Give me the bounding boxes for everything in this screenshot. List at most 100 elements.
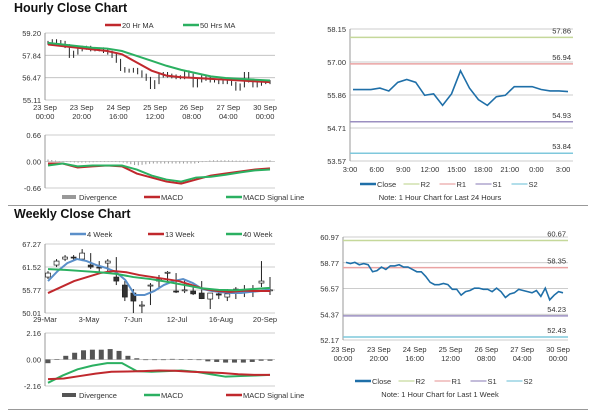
legend-label-close: Close — [377, 180, 396, 189]
level-label: 60.67 — [547, 230, 566, 239]
weekly-chart-title: Weekly Close Chart — [14, 207, 131, 221]
divergence-bar — [205, 161, 207, 162]
candle-body — [79, 252, 86, 260]
divergence-bar — [134, 161, 136, 166]
level-label: 58.35 — [547, 257, 566, 266]
level-label: 53.84 — [552, 142, 571, 151]
divergence-bar — [111, 161, 113, 162]
series-line-macd-signal-line — [47, 162, 271, 183]
divergence-bar — [89, 349, 95, 360]
divergence-bar — [126, 161, 128, 164]
divergence-bar — [213, 160, 215, 162]
divergence-bar — [116, 350, 122, 360]
legend-label-macd: MACD — [161, 193, 184, 202]
divergence-bar — [130, 161, 132, 165]
x-tick-label: 12:00 — [420, 165, 439, 174]
x-tick-label: 27 Sep — [510, 345, 534, 354]
divergence-bar — [169, 358, 175, 360]
x-tick-label: 0:00 — [529, 165, 544, 174]
divergence-bar — [265, 160, 267, 162]
divergence-bar — [220, 160, 222, 162]
legend-label-divergence: Divergence — [79, 193, 117, 202]
divergence-bar — [70, 161, 72, 163]
x-tick-label: 16:00 — [109, 112, 128, 121]
divergence-bar — [214, 359, 220, 362]
divergence-bar — [103, 161, 105, 162]
x-tick-label: 12-Jul — [167, 315, 188, 324]
divergence-bar — [122, 161, 124, 163]
candle-body — [173, 290, 179, 293]
level-label: 57.86 — [552, 26, 571, 35]
x-tick-label: 26 Sep — [180, 103, 204, 112]
x-tick-label: 23 Sep — [367, 345, 391, 354]
divergence-bar — [47, 159, 49, 162]
y-tick-label: 57.00 — [327, 58, 346, 67]
candle-body — [164, 271, 171, 274]
x-tick-label: 23 Sep — [331, 345, 355, 354]
y-tick-label: 53.57 — [327, 157, 346, 166]
divergence-bar — [231, 160, 233, 162]
candle-body — [62, 256, 68, 260]
divergence-bar — [85, 161, 87, 163]
divergence-bar — [194, 161, 196, 164]
y-tick-label: 60.97 — [320, 233, 339, 242]
divergence-bar — [250, 160, 252, 162]
divergence-bar — [269, 160, 271, 162]
divergence-bar — [201, 161, 203, 163]
level-label: 52.43 — [547, 326, 566, 335]
candle-body — [53, 260, 60, 266]
x-tick-label: 25 Sep — [143, 103, 167, 112]
divergence-bar — [216, 160, 218, 162]
candle-body — [45, 272, 51, 278]
divergence-bar — [246, 160, 248, 162]
x-tick-label: 04:00 — [513, 354, 532, 363]
divergence-bar — [137, 161, 139, 166]
x-tick-label: 23 Sep — [70, 103, 94, 112]
legend-swatch — [62, 195, 76, 199]
y-tick-label: 55.86 — [327, 91, 346, 100]
y-tick-label: 59.20 — [22, 29, 41, 38]
divergence-bar — [63, 355, 69, 360]
y-tick-label: -0.66 — [24, 184, 41, 193]
divergence-bar — [115, 161, 117, 162]
x-tick-label: 7-Jun — [124, 315, 143, 324]
y-tick-label: 56.57 — [320, 285, 339, 294]
candle-body — [139, 304, 145, 307]
x-tick-label: 30 Sep — [546, 345, 570, 354]
divergence-bar — [107, 161, 109, 162]
divergence-bar — [62, 161, 64, 162]
divergence-bar — [81, 161, 83, 163]
divergence-bar — [92, 161, 94, 163]
candle-body — [104, 260, 111, 264]
candle-body — [87, 264, 94, 268]
series-line-close — [345, 261, 564, 302]
divergence-bar — [100, 161, 102, 162]
divergence-bar — [145, 161, 147, 165]
divergence-bar — [249, 359, 255, 362]
level-label: 54.23 — [547, 305, 566, 314]
section-divider — [8, 205, 588, 206]
divergence-bar — [167, 161, 169, 164]
divergence-bar — [179, 161, 181, 164]
candle-body — [224, 293, 231, 298]
divergence-bar — [254, 160, 256, 162]
legend-label-macd: MACD — [161, 391, 184, 400]
level-label: 54.93 — [552, 111, 571, 120]
x-tick-label: 9:00 — [396, 165, 411, 174]
legend-label-s2: S2 — [529, 180, 538, 189]
divergence-bar — [152, 161, 154, 164]
legend-label-50-hrs-ma: 50 Hrs MA — [200, 21, 235, 30]
legend-label-r1: R1 — [452, 377, 462, 386]
y-tick-label: 0.00 — [26, 356, 41, 365]
legend-label-close: Close — [372, 377, 391, 386]
x-tick-label: 27 Sep — [216, 103, 240, 112]
divergence-bar — [198, 161, 200, 163]
legend-label-s2: S2 — [524, 377, 533, 386]
divergence-bar — [160, 161, 162, 164]
divergence-bar — [55, 160, 57, 162]
divergence-bar — [77, 161, 79, 163]
y-tick-label: 2.16 — [26, 329, 41, 338]
series-line-20-hr-ma — [47, 43, 271, 84]
x-tick-label: 12:00 — [441, 354, 460, 363]
y-tick-label: -2.16 — [24, 382, 41, 391]
